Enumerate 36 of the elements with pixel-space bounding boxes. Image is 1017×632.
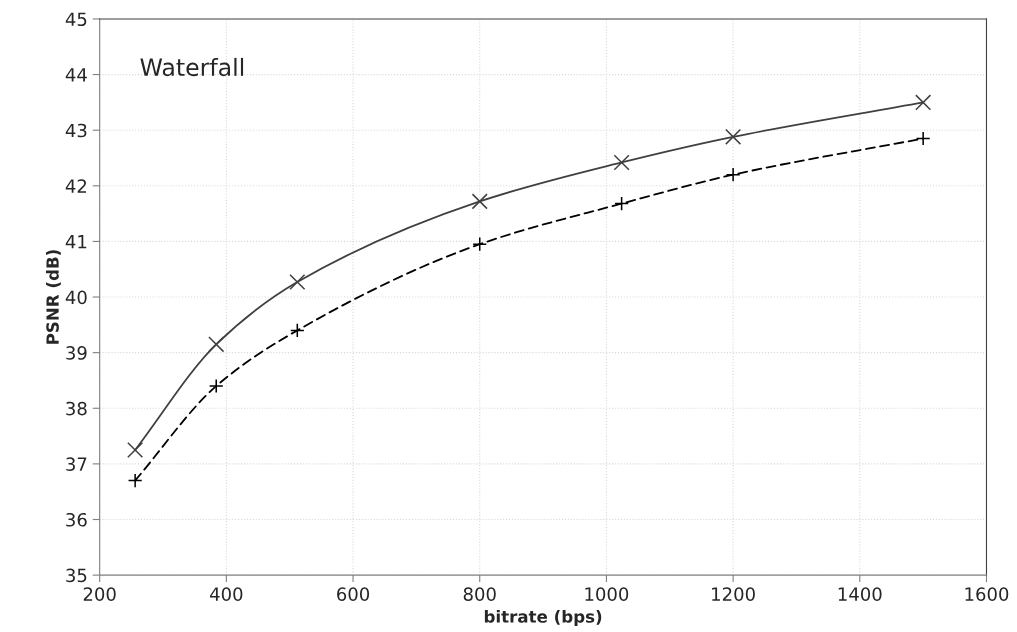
y-tick-label: 39 [66,346,87,360]
x-tick-label: 1600 [965,587,1009,601]
point [472,236,488,252]
x-tick-label: 1200 [712,587,755,601]
point [613,154,630,171]
y-tick-label: 41 [65,235,87,249]
point [471,193,488,210]
y-tick-label: 35 [66,568,87,583]
x-tick-label: 600 [337,587,370,601]
x-tick-label: 1400 [838,587,882,601]
point [915,94,932,111]
y-tick-label: 36 [66,512,87,527]
point [725,167,741,183]
point [289,323,305,338]
y-tick-label: 45 [65,12,87,27]
point [208,378,224,394]
y-tick-label: 40 [65,290,87,305]
point [127,441,144,459]
y-axis-title: PSNR (dB) [45,250,61,344]
y-tick-label: 43 [65,123,87,138]
y-tick-label: 38 [66,401,87,416]
point [725,128,742,145]
y-tick-label: 37 [66,457,87,471]
point [127,473,143,488]
y-tick-label: 44 [65,68,87,82]
y-tick-label: 42 [65,179,87,193]
x-axis-title: bitrate (bps) [484,609,602,627]
point [614,196,629,211]
x-tick-label: 200 [83,587,116,601]
x-tick-label: 400 [210,587,243,601]
x-tick-label: 800 [463,587,496,601]
point [915,131,931,146]
point [289,273,306,291]
annotation: Waterfall [140,57,244,77]
x-tick-label: 1000 [585,587,629,601]
point [208,336,225,353]
